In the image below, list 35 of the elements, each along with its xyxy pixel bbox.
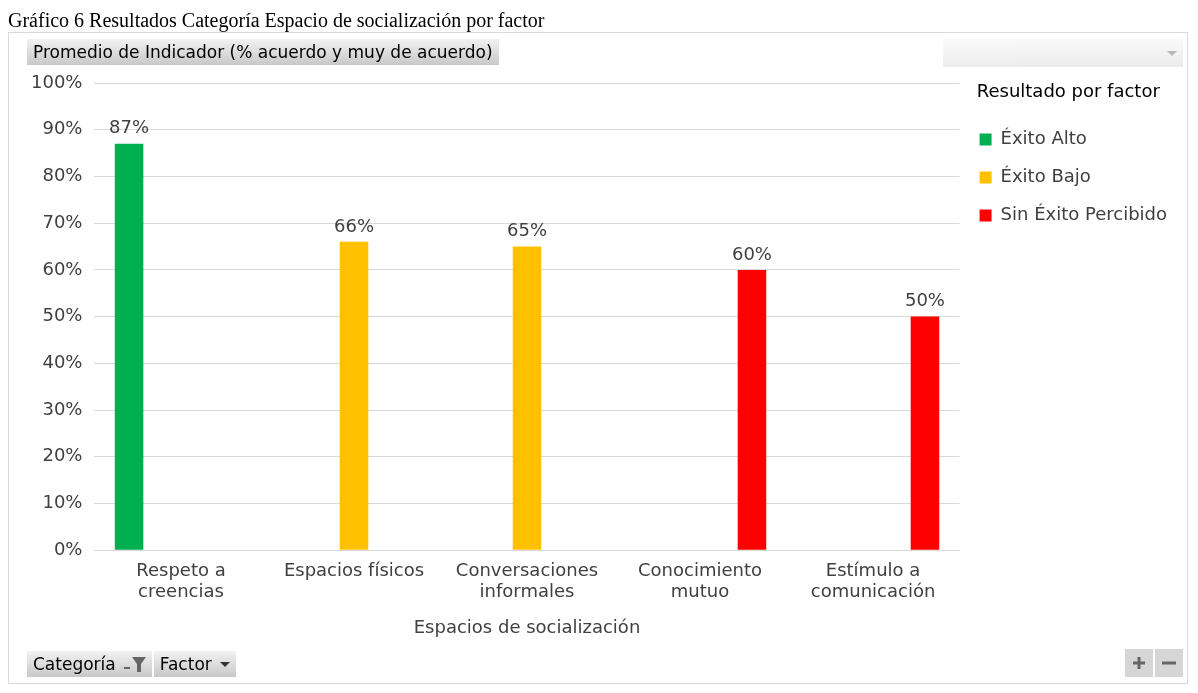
y-tick-label: 50% xyxy=(42,304,83,326)
bar xyxy=(339,241,369,550)
y-tick-label: 20% xyxy=(42,444,83,466)
x-tick-label: Conversaciones informales xyxy=(455,558,599,602)
bar xyxy=(512,246,542,550)
x-axis-title: Espacios de socialización xyxy=(413,615,641,637)
legend-title: Resultado por factor xyxy=(976,79,1161,101)
x-tick-label: Estímulo a comunicación xyxy=(810,558,936,602)
legend-label: Éxito Bajo xyxy=(1000,165,1091,187)
text: Categoría xyxy=(27,651,152,677)
data-label: 60% xyxy=(731,242,772,264)
y-tick-label: 30% xyxy=(42,397,83,419)
data-label: 87% xyxy=(109,116,150,138)
y-axis-title: Promedio de Indicador (% acuerdo y muy de acuerdo) xyxy=(27,39,499,65)
text: Factor xyxy=(153,651,236,677)
legend-label: Sin Éxito Percibido xyxy=(1000,203,1168,225)
legend-label: Éxito Alto xyxy=(1000,127,1087,149)
y-tick-label: 80% xyxy=(42,164,83,186)
y-tick-label: 90% xyxy=(42,117,83,139)
y-tick-label: 40% xyxy=(42,350,83,372)
x-tick-label: Respeto a creencias xyxy=(136,558,226,602)
y-tick-label: 60% xyxy=(42,257,83,279)
bar xyxy=(910,316,940,550)
data-label: 50% xyxy=(904,289,945,311)
x-tick-label: Espacios físicos xyxy=(283,558,425,580)
y-tick-label: 0% xyxy=(53,537,83,559)
y-tick-label: 70% xyxy=(42,210,83,232)
y-tick-label: 10% xyxy=(42,491,83,513)
y-tick-label: 100% xyxy=(30,70,83,92)
data-label: 65% xyxy=(507,219,548,241)
chart-title: Gráfico 6 Resultados Categoría Espacio de socialización por factor xyxy=(8,8,546,32)
bar xyxy=(737,269,767,550)
bar xyxy=(114,143,144,550)
data-label: 66% xyxy=(333,214,374,236)
x-tick-label: Conocimiento mutuo xyxy=(638,558,763,602)
